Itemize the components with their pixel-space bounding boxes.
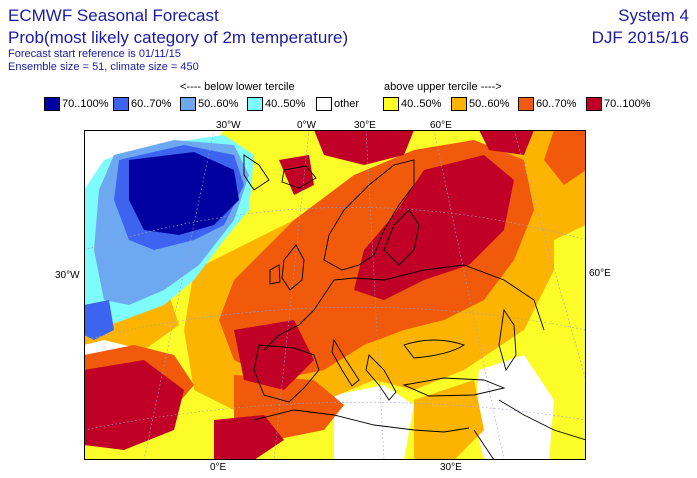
map-region-below-70-100: [129, 152, 239, 235]
legend-swatch: [316, 97, 332, 111]
forecast-start-text: Forecast start reference is 01/11/15: [8, 48, 181, 60]
legend-label: 50..60%: [469, 98, 510, 110]
legend-label: 50..60%: [198, 98, 239, 110]
legend-label: other: [334, 98, 360, 110]
legend-swatch: [451, 97, 467, 111]
legend-label: 60..70%: [131, 98, 172, 110]
legend-item: 50..60%: [180, 96, 238, 112]
map-region-above-70-100: [279, 155, 314, 195]
legend-item: 70..100%: [586, 96, 650, 112]
legend-item: 70..100%: [44, 96, 108, 112]
ensemble-size-text: Ensemble size = 51, climate size = 450: [8, 61, 199, 73]
legend-item: 60..70%: [518, 96, 576, 112]
legend-swatch: [586, 97, 602, 111]
legend-swatch: [247, 97, 263, 111]
lon-label-top: 0°W: [297, 120, 316, 131]
legend-swatch: [44, 97, 60, 111]
legend-swatch: [383, 97, 399, 111]
lon-label-top: 30°W: [216, 120, 241, 131]
legend-item: 40..50%: [247, 96, 305, 112]
lon-label-top: 30°E: [354, 120, 376, 131]
map-region-other: [334, 385, 414, 460]
legend-below-heading: <---- below lower tercile: [180, 81, 295, 93]
lon-label-left: 30°W: [55, 270, 80, 281]
legend-swatch: [113, 97, 129, 111]
legend-label: 70..100%: [62, 98, 109, 110]
legend-swatch: [518, 97, 534, 111]
map-region-above-60-70: [544, 130, 586, 185]
period-label: DJF 2015/16: [591, 28, 689, 47]
legend: 70..100% 60..70% 50..60% 40..50% other 4…: [40, 96, 680, 112]
legend-item: 40..50%: [383, 96, 441, 112]
legend-swatch: [180, 97, 196, 111]
map-region-above-70-100: [214, 415, 284, 460]
legend-above-heading: above upper tercile ---->: [384, 81, 502, 93]
coastlines: [243, 154, 586, 460]
map-region-above-50-60: [414, 380, 484, 460]
legend-label: 40..50%: [265, 98, 306, 110]
legend-label: 60..70%: [536, 98, 577, 110]
legend-item: other: [316, 96, 359, 112]
map-region-above-70-100: [479, 130, 534, 155]
graticule: [84, 130, 586, 460]
map-region-above-70-100: [84, 360, 184, 450]
map-region-other: [474, 355, 554, 460]
lon-label-bottom: 0°E: [210, 462, 227, 473]
map-region-above-70-100: [234, 320, 314, 390]
map-panel[interactable]: [84, 130, 586, 460]
map-region-below-60-70: [84, 300, 114, 340]
legend-label: 40..50%: [401, 98, 442, 110]
lon-label-top: 60°E: [430, 120, 452, 131]
legend-item: 50..60%: [451, 96, 509, 112]
legend-label: 70..100%: [604, 98, 651, 110]
system-label: System 4: [618, 6, 689, 25]
chart-subtitle: Prob(most likely category of 2m temperat…: [8, 28, 349, 47]
map-region-above-70-100: [354, 155, 514, 300]
map-region-above-70-100: [314, 130, 414, 165]
probability-map: [84, 130, 586, 460]
legend-item: 60..70%: [113, 96, 171, 112]
lon-label-right: 60°E: [589, 268, 611, 279]
chart-title: ECMWF Seasonal Forecast: [8, 6, 219, 25]
lon-label-bottom: 30°E: [440, 462, 462, 473]
